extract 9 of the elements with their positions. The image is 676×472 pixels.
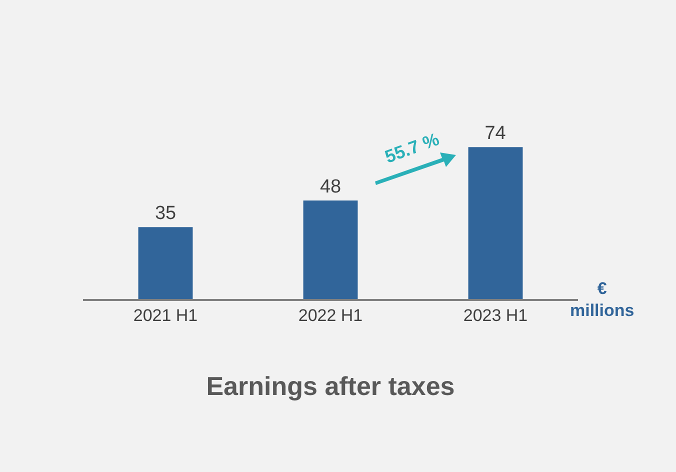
x-tick-label: 2022 H1 <box>298 306 363 326</box>
annotation: € millions <box>570 279 634 320</box>
data-label: 48 <box>320 176 342 198</box>
x-tick-label: 2021 H1 <box>133 306 198 326</box>
data-label: 35 <box>154 203 176 224</box>
data-label: 74 <box>484 123 506 144</box>
x-tick-label: 2023 H1 <box>463 306 528 326</box>
annotation: 55.7 % <box>382 129 442 167</box>
text: Earnings after taxes <box>206 371 455 402</box>
